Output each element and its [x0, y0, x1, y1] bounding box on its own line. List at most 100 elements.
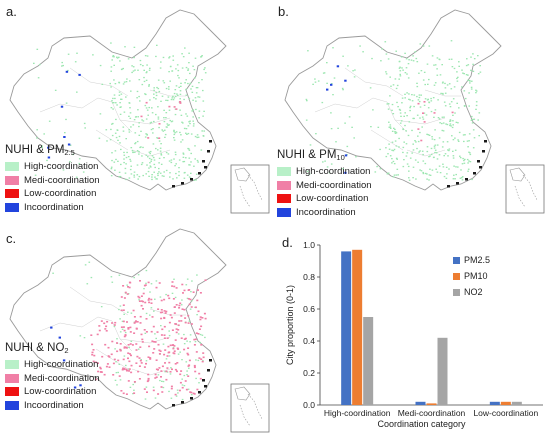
high-coordination-point	[449, 124, 451, 127]
inset-frame	[230, 164, 270, 214]
high-coordination-point	[422, 153, 424, 156]
medi-coordination-point	[187, 353, 190, 356]
medi-coordination-point	[202, 356, 205, 359]
high-coordination-point	[155, 337, 157, 340]
high-coordination-point	[189, 164, 191, 166]
medi-coordination-point	[184, 317, 187, 319]
medi-coordination-point	[155, 368, 158, 371]
high-coordination-point	[101, 83, 104, 85]
high-coordination-point	[418, 151, 420, 153]
high-coordination-point	[409, 99, 411, 101]
high-coordination-point	[452, 178, 455, 180]
high-coordination-point	[398, 146, 400, 148]
high-coordination-point	[167, 153, 170, 155]
bar-pm10-2	[500, 401, 511, 405]
medi-coordination-point	[153, 341, 156, 343]
high-coordination-point	[402, 69, 404, 71]
coastal-city-point	[479, 166, 482, 169]
high-coordination-point	[308, 173, 311, 175]
high-coordination-point	[145, 154, 148, 156]
medi-coordination-point	[193, 344, 196, 346]
medi-coordination-point	[174, 363, 177, 365]
medi-coordination-point	[197, 289, 199, 291]
medi-coordination-point	[135, 343, 138, 345]
medi-coordination-point	[138, 378, 141, 380]
high-coordination-point	[183, 343, 186, 345]
high-coordination-point	[173, 158, 175, 160]
high-coordination-point	[178, 167, 180, 169]
high-coordination-point	[182, 56, 185, 58]
high-coordination-point	[450, 88, 453, 90]
high-coordination-point	[432, 97, 435, 99]
medi-coordination-point	[120, 390, 123, 392]
high-coordination-point	[479, 71, 482, 73]
high-coordination-point	[153, 163, 156, 166]
incoordination-point	[330, 83, 333, 86]
high-coordination-point	[177, 94, 179, 96]
high-coordination-point	[133, 276, 135, 279]
high-coordination-point	[132, 124, 135, 126]
high-coordination-point	[150, 166, 152, 168]
medi-coordination-point	[160, 386, 163, 388]
high-coordination-point	[65, 102, 68, 104]
high-coordination-point	[185, 128, 188, 130]
high-coordination-point	[150, 283, 153, 285]
high-coordination-point	[153, 97, 155, 99]
high-coordination-point	[434, 64, 437, 66]
legend-item-medi: Medi-coordination	[5, 174, 100, 188]
medi-coordination-point	[164, 362, 166, 364]
high-coordination-point	[194, 135, 197, 138]
high-coordination-point	[119, 331, 122, 333]
medi-coordination-point	[174, 393, 177, 396]
high-coordination-point	[471, 122, 474, 124]
medi-coordination-point	[147, 377, 150, 380]
medi-coordination-point	[123, 297, 126, 299]
high-coordination-point	[196, 134, 199, 136]
medi-coordination-point	[91, 343, 94, 346]
medi-coordination-point	[138, 365, 141, 367]
medi-coordination-point	[99, 371, 102, 373]
high-coordination-point	[112, 122, 114, 125]
medi-coordination-point	[169, 344, 172, 347]
high-coordination-point	[437, 117, 440, 119]
medi-coordination-point	[124, 334, 127, 337]
high-coordination-point	[140, 146, 142, 148]
high-coordination-point	[188, 176, 191, 178]
medi-coordination-point	[187, 322, 190, 324]
legend-item-high: High-coordination	[5, 358, 100, 372]
high-coordination-point	[149, 99, 151, 101]
high-coordination-point	[201, 130, 203, 132]
high-coordination-point	[163, 117, 165, 119]
high-coordination-point	[471, 80, 473, 82]
high-coordination-point	[404, 93, 406, 95]
high-coordination-point	[125, 138, 127, 140]
medi-coordination-point	[199, 316, 202, 318]
high-coordination-point	[466, 140, 469, 142]
high-coordination-point	[83, 337, 86, 339]
high-coordination-point	[398, 108, 401, 111]
legend-swatch	[5, 175, 19, 185]
high-coordination-point	[173, 97, 176, 99]
high-coordination-point	[168, 109, 171, 111]
high-coordination-point	[144, 55, 147, 57]
high-coordination-point	[72, 153, 74, 156]
high-coordination-point	[118, 91, 121, 93]
high-coordination-point	[153, 89, 155, 91]
map-panel-a: a. NUHI & PM2.5 High-coordination Medi-c…	[0, 0, 275, 219]
high-coordination-point	[137, 69, 139, 71]
high-coordination-point	[151, 155, 154, 157]
high-coordination-point	[422, 171, 424, 174]
medi-coordination-point	[163, 298, 166, 301]
medi-coordination-point	[121, 368, 124, 371]
high-coordination-point	[143, 76, 145, 79]
high-coordination-point	[416, 114, 419, 116]
high-coordination-point	[423, 104, 426, 106]
high-coordination-point	[170, 161, 173, 164]
high-coordination-point	[387, 108, 390, 110]
high-coordination-point	[377, 126, 380, 128]
high-coordination-point	[395, 132, 398, 134]
high-coordination-point	[197, 96, 199, 98]
high-coordination-point	[116, 56, 118, 58]
high-coordination-point	[478, 135, 480, 137]
high-coordination-point	[400, 56, 403, 58]
